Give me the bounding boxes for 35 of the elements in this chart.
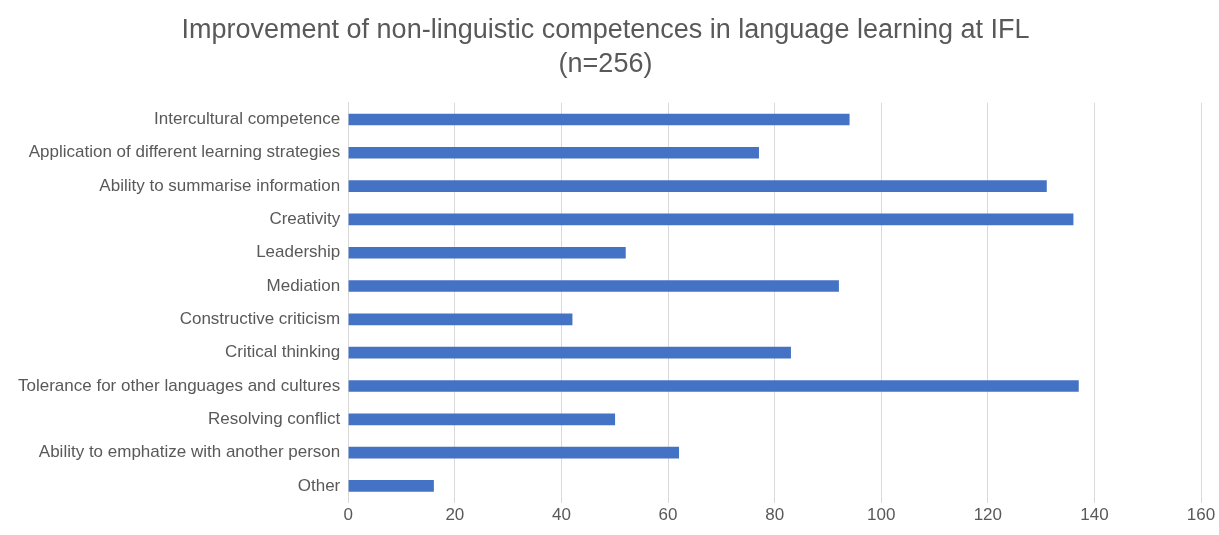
x-tick-label: 80 bbox=[765, 505, 785, 525]
x-tick-label: 120 bbox=[973, 505, 1002, 525]
x-tick-label: 20 bbox=[445, 505, 465, 525]
bar bbox=[348, 280, 839, 292]
bar bbox=[348, 146, 759, 159]
y-tick-label: Tolerance for other languages and cultures bbox=[18, 375, 341, 395]
bar bbox=[348, 313, 573, 326]
bar bbox=[348, 113, 850, 126]
y-tick-label: Resolving conflict bbox=[207, 409, 341, 428]
y-tick-label: Other bbox=[297, 475, 341, 495]
bar bbox=[348, 180, 1047, 192]
y-tick-label: Creativity bbox=[269, 209, 341, 229]
chart-title: Improvement of non-linguistic competences in language learning at IFL bbox=[181, 13, 1030, 44]
y-tick-label: Leadership bbox=[256, 242, 341, 262]
y-tick-label: Ability to summarise information bbox=[99, 175, 341, 195]
chart-subtitle: (n=256) bbox=[558, 48, 653, 79]
x-tick-label: 0 bbox=[343, 505, 353, 525]
x-tick-label: 100 bbox=[867, 505, 896, 525]
y-tick-label: Critical thinking bbox=[225, 342, 341, 362]
bar bbox=[348, 346, 791, 359]
bar bbox=[348, 446, 680, 459]
bar bbox=[348, 246, 626, 259]
x-tick-label: 140 bbox=[1080, 505, 1109, 525]
y-tick-label: Application of different learning strategies bbox=[28, 142, 341, 162]
bar bbox=[348, 480, 434, 492]
x-tick-label: 60 bbox=[658, 505, 678, 525]
x-tick-label: 40 bbox=[551, 505, 571, 525]
bar bbox=[348, 213, 1074, 226]
y-tick-label: Ability to emphatize with another person bbox=[38, 442, 341, 462]
y-tick-label: Mediation bbox=[266, 275, 341, 295]
bar bbox=[348, 380, 1079, 392]
bar bbox=[348, 413, 616, 426]
y-tick-label: Intercultural competence bbox=[154, 109, 341, 129]
y-tick-label: Constructive criticism bbox=[179, 309, 341, 329]
x-tick-label: 160 bbox=[1186, 505, 1216, 525]
